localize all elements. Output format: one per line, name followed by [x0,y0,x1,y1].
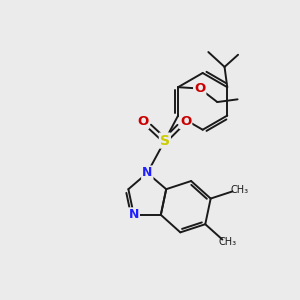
Text: O: O [180,115,191,128]
Text: CH₃: CH₃ [219,237,237,247]
Text: N: N [129,208,139,221]
Text: O: O [137,115,148,128]
Text: O: O [194,82,206,95]
Text: N: N [142,167,152,179]
Text: CH₃: CH₃ [231,185,249,195]
Text: S: S [160,134,170,148]
